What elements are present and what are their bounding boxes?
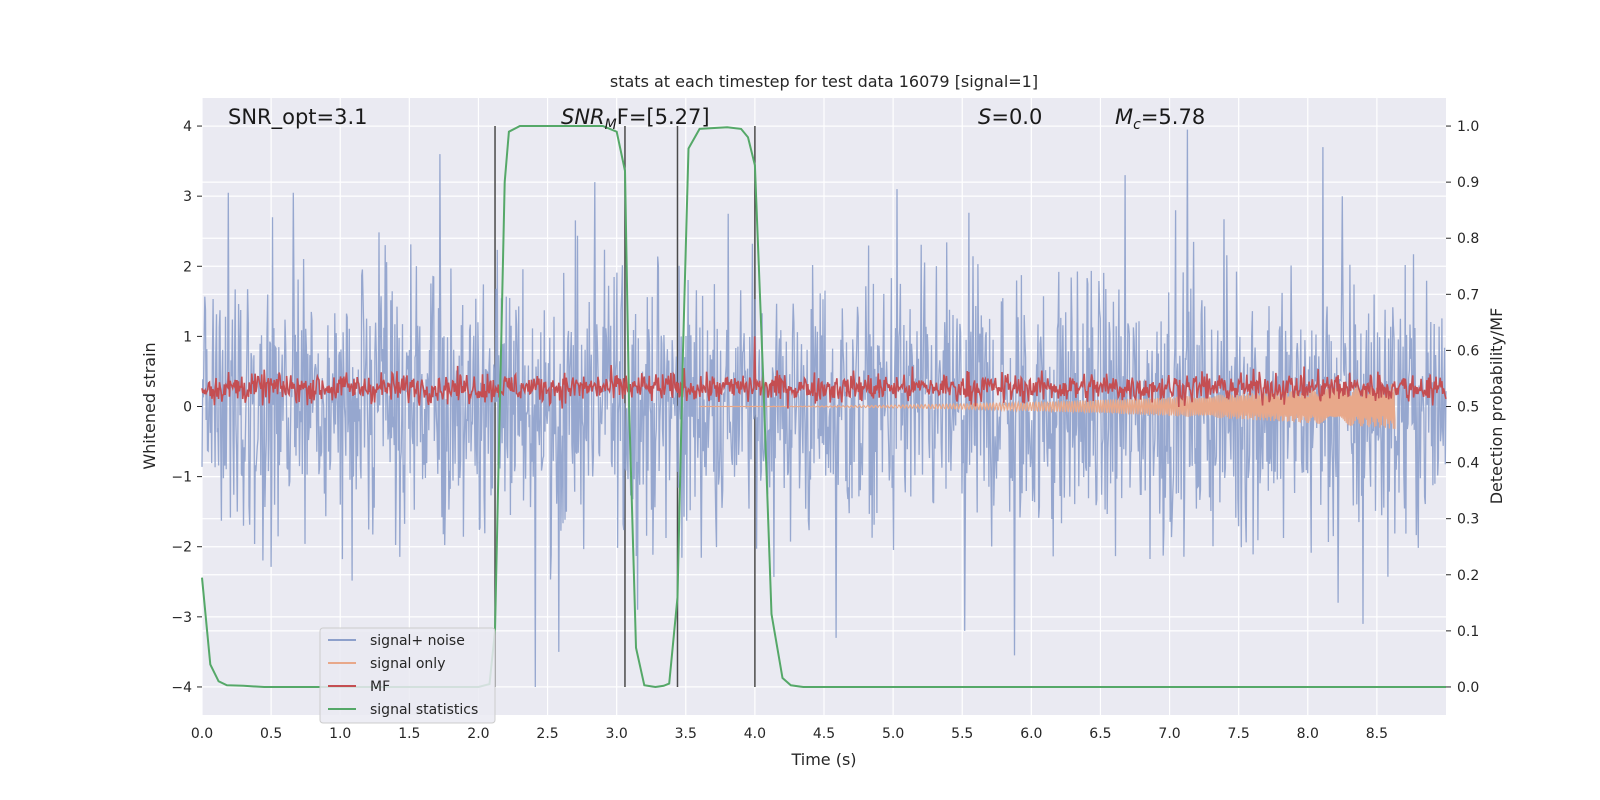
- y2-tick-label: 0.7: [1457, 287, 1479, 303]
- annotation-snr-mf-sub: M: [605, 117, 617, 133]
- x-tick-label: 1.0: [329, 726, 351, 742]
- y-tick-label: 3: [183, 189, 192, 205]
- x-tick-label: 7.5: [1228, 726, 1250, 742]
- annotation-snr-mf-main: SNR: [561, 105, 605, 129]
- legend: signal+ noise signal only MF signal stat…: [319, 627, 496, 724]
- y2-ticks: 1.0 0.9 0.8 0.7 0.6 0.5 0.4 0.3 0.2 0.1 0.0: [1446, 119, 1479, 696]
- y-tick-label: 1: [183, 329, 192, 345]
- y-tick-label: −2: [171, 540, 192, 556]
- x-axis-label: Time (s): [790, 750, 856, 769]
- annotation-mc: Mc=5.78: [1115, 105, 1205, 133]
- annotation-s-main: S: [978, 105, 991, 129]
- x-tick-label: 8.0: [1297, 726, 1319, 742]
- chart-title: stats at each timestep for test data 160…: [610, 72, 1038, 91]
- legend-label-mf: MF: [370, 679, 390, 695]
- x-tick-label: 5.5: [951, 726, 973, 742]
- y2-tick-label: 0.3: [1457, 512, 1479, 528]
- annotation-s: S=0.0: [978, 105, 1042, 129]
- annotation-mc-sub: c: [1133, 117, 1141, 133]
- legend-label-signal-noise: signal+ noise: [370, 633, 465, 649]
- y-tick-label: −1: [171, 470, 192, 486]
- y-ticks: 4 3 2 1 0 −1 −2 −3 −4: [171, 119, 202, 696]
- y2-tick-label: 0.8: [1457, 231, 1479, 247]
- x-tick-label: 3.0: [606, 726, 628, 742]
- x-tick-label: 0.5: [260, 726, 282, 742]
- legend-label-signal-statistics: signal statistics: [370, 702, 478, 718]
- y2-tick-label: 0.2: [1457, 568, 1479, 584]
- annotation-s-rest: =0.0: [991, 105, 1042, 129]
- y2-tick-label: 0.4: [1457, 456, 1479, 472]
- x-tick-label: 0.0: [191, 726, 213, 742]
- x-ticks: 0.0 0.5 1.0 1.5 2.0 2.5 3.0 3.5 4.0 4.5 5.0 5.5 6.0 6…: [191, 726, 1388, 742]
- y-tick-label: 4: [183, 119, 192, 135]
- series-signal-noise-line: [201, 129, 1447, 688]
- x-tick-label: 1.5: [398, 726, 420, 742]
- y2-tick-label: 0.9: [1457, 175, 1479, 191]
- x-tick-label: 6.5: [1089, 726, 1111, 742]
- y2-axis-label: Detection probability/MF: [1487, 308, 1506, 505]
- series-signal-only-line: [699, 384, 1396, 429]
- y-tick-label: 2: [183, 259, 192, 275]
- x-tick-label: 2.0: [467, 726, 489, 742]
- x-tick-label: 4.0: [744, 726, 766, 742]
- legend-label-signal-only: signal only: [370, 656, 445, 672]
- y2-tick-label: 1.0: [1457, 119, 1479, 135]
- x-tick-label: 4.5: [813, 726, 835, 742]
- series-mf-line: [201, 336, 1447, 409]
- y-tick-label: −3: [171, 610, 192, 626]
- x-tick-label: 5.0: [882, 726, 904, 742]
- annotation-snr-mf-rest: F=[5.27]: [617, 105, 710, 129]
- annotation-snr-opt: SNR_opt=3.1: [228, 105, 368, 130]
- y2-tick-label: 0.1: [1457, 624, 1479, 640]
- y2-tick-label: 0.0: [1457, 680, 1479, 696]
- y2-tick-label: 0.5: [1457, 400, 1479, 416]
- x-tick-label: 2.5: [536, 726, 558, 742]
- y-axis-label: Whitened strain: [140, 342, 159, 469]
- y-tick-label: −4: [171, 680, 192, 696]
- annotation-mc-main: M: [1115, 105, 1133, 129]
- x-tick-label: 3.5: [675, 726, 697, 742]
- annotation-snr-mf: SNRMF=[5.27]: [561, 105, 710, 133]
- y2-tick-label: 0.6: [1457, 343, 1479, 359]
- x-tick-label: 8.5: [1366, 726, 1388, 742]
- legend-box: [319, 627, 496, 724]
- annotation-mc-rest: =5.78: [1141, 105, 1205, 129]
- y-tick-label: 0: [183, 400, 192, 416]
- x-tick-label: 7.0: [1158, 726, 1180, 742]
- x-tick-label: 6.0: [1020, 726, 1042, 742]
